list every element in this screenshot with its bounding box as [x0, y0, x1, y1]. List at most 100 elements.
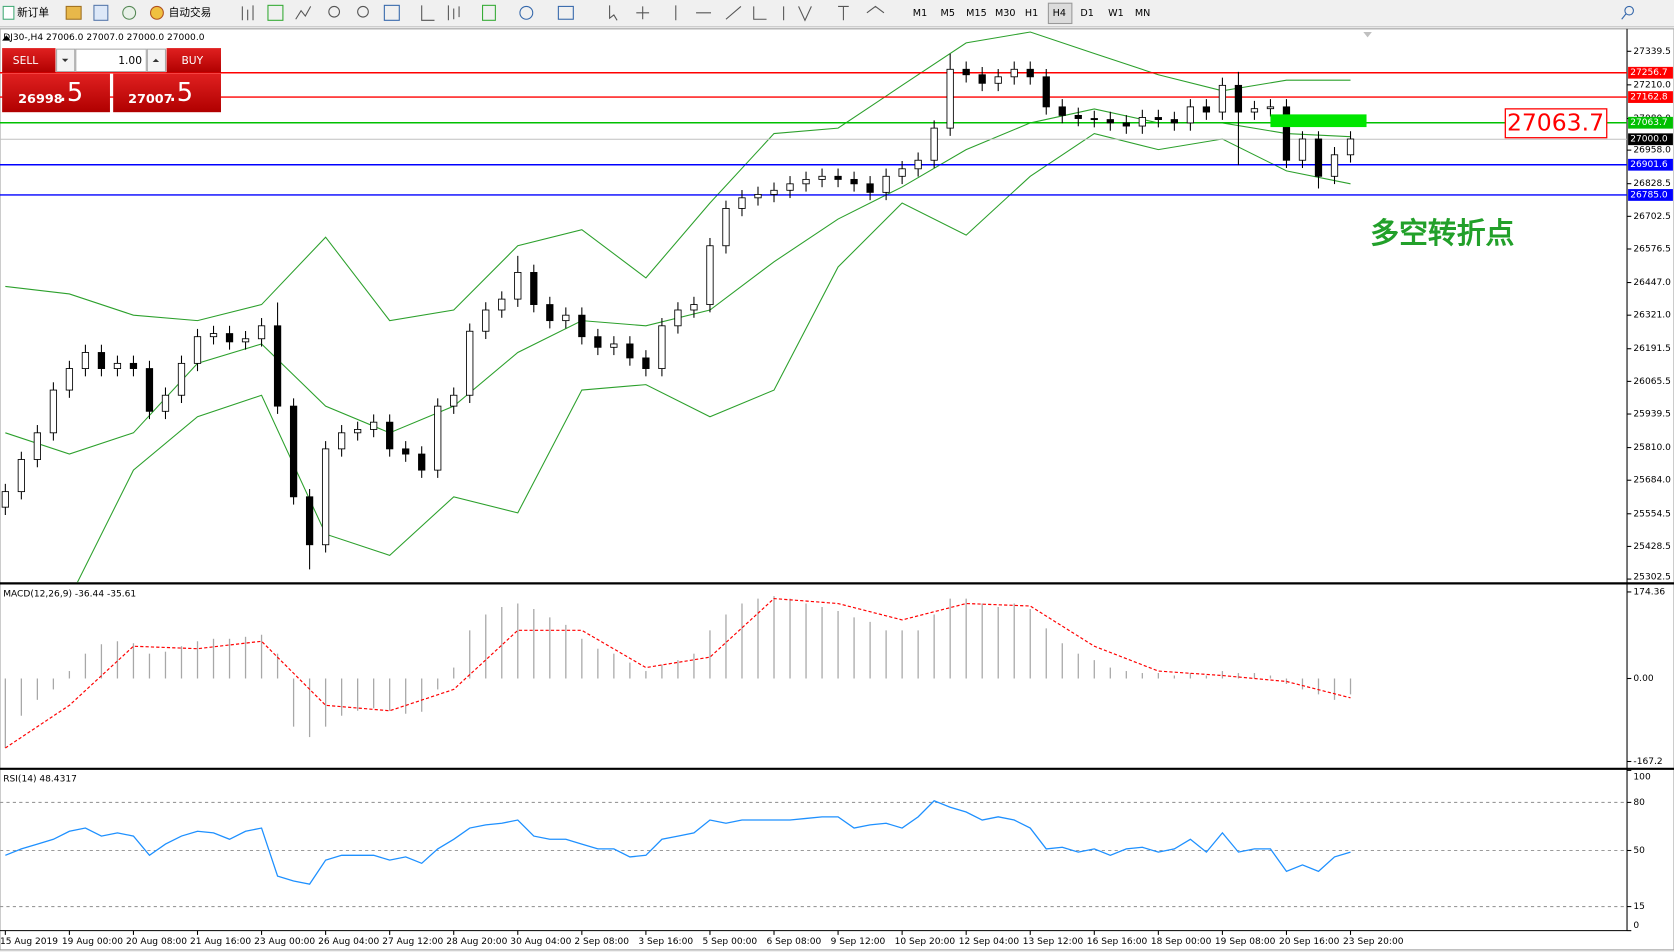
- price-level-label: 27162.8: [1630, 93, 1668, 103]
- auto-trading-label: 自动交易: [169, 6, 212, 19]
- candle-body: [962, 68, 970, 76]
- x-tick-label: 20 Sep 16:00: [1279, 937, 1340, 947]
- auto-trading-button[interactable]: 自动交易: [149, 6, 212, 20]
- y-tick-label: 26321.0: [1633, 311, 1671, 321]
- timeframe[interactable]: H1: [1025, 8, 1038, 19]
- candle-body: [578, 314, 586, 338]
- candle-body: [1202, 106, 1211, 113]
- x-tick-label: 15 Aug 2019: [0, 937, 58, 947]
- macd-plot: [4, 596, 1352, 749]
- sell-price-fraction: .5: [59, 78, 83, 108]
- icon: [357, 5, 369, 18]
- candle-body: [914, 159, 922, 170]
- active-timeframe: [1047, 2, 1073, 25]
- price-level-tag: [1628, 133, 1673, 146]
- x-tick-label: 27 Aug 12:00: [382, 937, 443, 947]
- sell-button[interactable]: [2, 48, 56, 73]
- timeframe[interactable]: D1: [1080, 8, 1094, 19]
- band-line: [5, 31, 1351, 322]
- icon[interactable]: [65, 5, 82, 20]
- new-order-button[interactable]: 新订单: [2, 5, 49, 20]
- timeframe[interactable]: W1: [1108, 8, 1124, 19]
- candle-body: [610, 343, 618, 348]
- y-tick-label: 26828.5: [1633, 179, 1670, 189]
- icon: [1621, 13, 1627, 20]
- price-callout: 27063.7: [1507, 108, 1604, 136]
- timeframe[interactable]: M15: [966, 8, 987, 19]
- panel-title: RSI(14) 48.4317: [3, 774, 77, 784]
- candle-body: [802, 178, 810, 185]
- volume-input[interactable]: [75, 48, 147, 73]
- icon: [267, 4, 284, 21]
- y-tick-label: 26958.0: [1633, 146, 1671, 156]
- y-tick-label: 27339.5: [1633, 47, 1670, 57]
- price-level-label: 26901.6: [1630, 160, 1668, 170]
- x-tick-label: 21 Aug 16:00: [190, 937, 251, 947]
- candle-body: [594, 336, 602, 348]
- y-tick-label: 15: [1633, 902, 1645, 912]
- y-tick-label: 26191.5: [1633, 344, 1670, 354]
- timeframe[interactable]: M1: [913, 8, 927, 19]
- buy-button[interactable]: [166, 48, 221, 73]
- y-tick-label: 26576.5: [1633, 244, 1670, 254]
- icon[interactable]: [122, 5, 137, 20]
- x-tick-label: 13 Sep 12:00: [1023, 937, 1084, 947]
- candle-body: [450, 394, 458, 407]
- candle-body: [193, 336, 202, 364]
- timeframe[interactable]: M5: [941, 8, 955, 19]
- x-tick-label: 3 Sep 16:00: [638, 937, 693, 947]
- price-level-tag: [1628, 189, 1673, 201]
- icon[interactable]: [93, 4, 109, 21]
- price-callout-box: [1504, 108, 1608, 139]
- timeframe[interactable]: M30: [995, 8, 1016, 19]
- collapse-arrow[interactable]: [2, 35, 11, 41]
- candle-body: [1122, 122, 1130, 127]
- candle-body: [161, 394, 170, 412]
- candle-body: [626, 343, 634, 359]
- candle-body: [241, 338, 250, 343]
- rsi-line: [5, 800, 1351, 885]
- icon: [2, 5, 15, 20]
- price-level-label: 27000.0: [1630, 135, 1668, 145]
- candle-body: [225, 333, 234, 343]
- candle-body: [145, 368, 154, 412]
- timeframe[interactable]: H4: [1053, 8, 1066, 19]
- timeframe[interactable]: MN: [1135, 8, 1150, 19]
- price-level-label: 27063.7: [1630, 118, 1667, 128]
- volume-value[interactable]: 1.00: [118, 54, 142, 67]
- buy-label[interactable]: BUY: [181, 54, 203, 67]
- sell-label[interactable]: SELL: [13, 54, 38, 67]
- y-tick-label: 25810.0: [1633, 443, 1671, 453]
- search-button[interactable]: [1621, 5, 1634, 20]
- candle-body: [338, 432, 346, 450]
- shift-marker: [1363, 32, 1372, 38]
- candle-body: [562, 314, 570, 322]
- chart-window: [0, 28, 1674, 951]
- annotation: 多空转折点: [1370, 216, 1514, 250]
- x-tick-label: 6 Sep 08:00: [767, 937, 822, 947]
- toolbar-bg: [0, 0, 1674, 27]
- candle-body: [289, 405, 298, 498]
- x-tick-label: 19 Aug 00:00: [62, 937, 123, 947]
- candle-body: [930, 127, 938, 161]
- icon: [519, 5, 534, 20]
- x-tick-label: 16 Sep 16:00: [1087, 937, 1148, 947]
- x-tick-label: 9 Sep 12:00: [831, 937, 886, 947]
- icon: [609, 5, 885, 22]
- candle-body: [994, 76, 1002, 84]
- panel-title: DJ30-,H4 27006.0 27007.0 27000.0 27000.0: [3, 33, 204, 43]
- candle-body: [818, 175, 826, 180]
- candle-body: [658, 325, 666, 369]
- y-tick-label: 26447.0: [1633, 278, 1671, 288]
- y-tick-label: 0: [1633, 921, 1639, 931]
- buy-price-box[interactable]: [113, 73, 221, 113]
- candle-body: [770, 189, 778, 195]
- candle-body: [674, 309, 682, 327]
- sell-price-box[interactable]: [2, 73, 110, 113]
- tool-icons[interactable]: [241, 4, 885, 22]
- panel-title: MACD(12,26,9) -36.44 -35.61: [3, 590, 136, 600]
- candle-body: [978, 74, 986, 84]
- new-order-label: 新订单: [17, 6, 49, 19]
- icon: [383, 4, 400, 21]
